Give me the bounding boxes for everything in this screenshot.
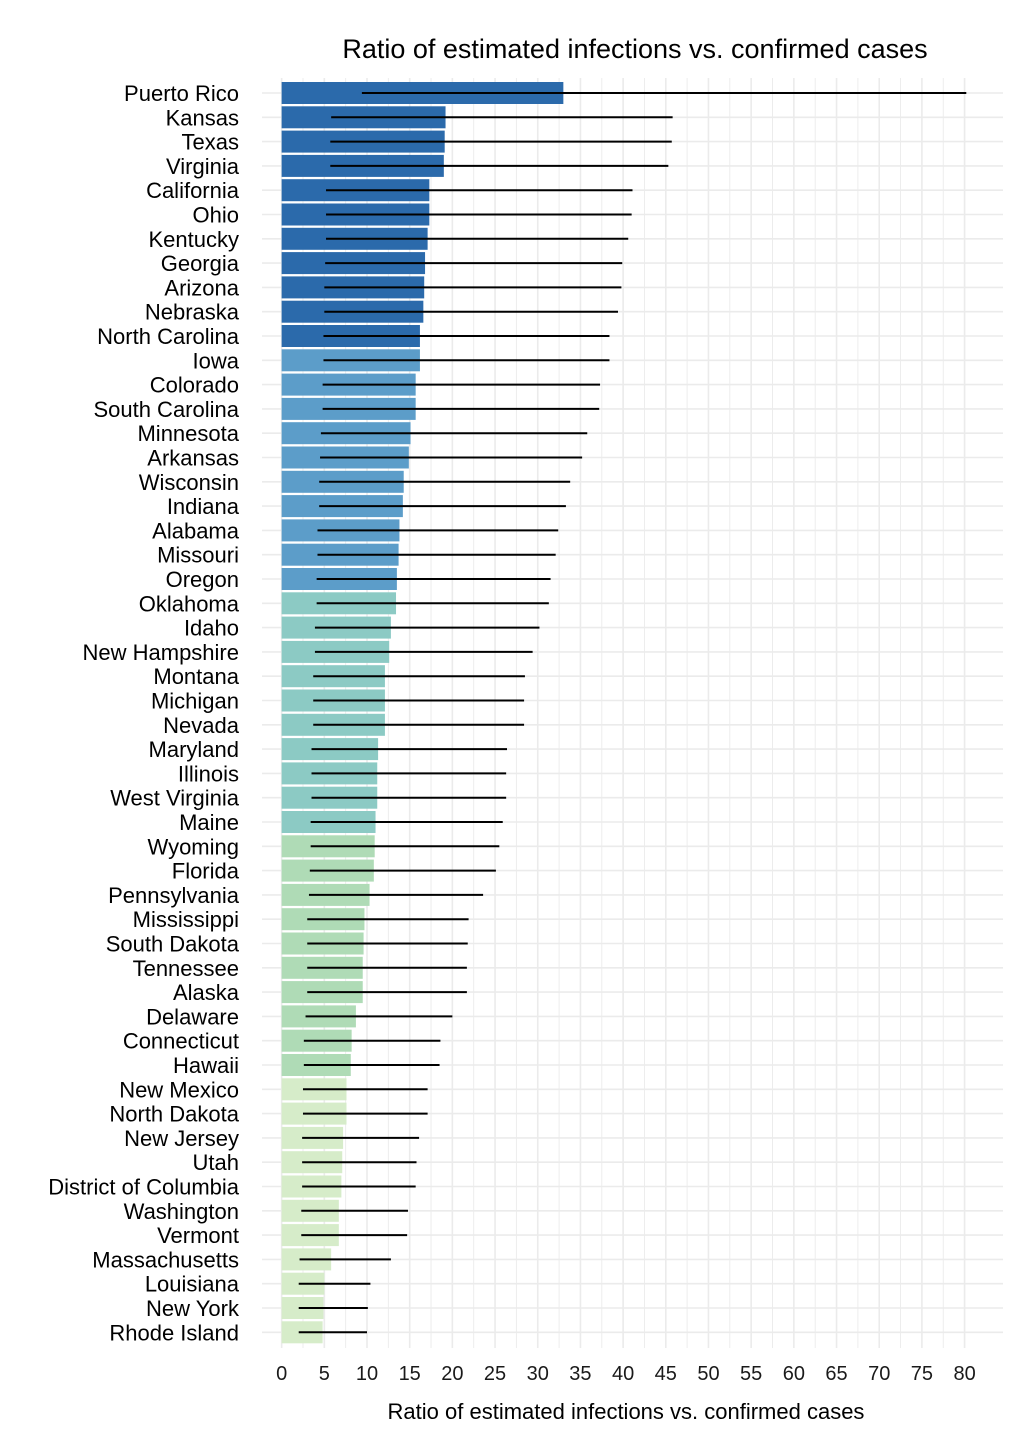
- y-tick-label: Minnesota: [137, 421, 239, 446]
- y-tick-label: Maryland: [149, 737, 239, 762]
- y-tick-label: Wyoming: [148, 834, 240, 859]
- y-tick-label: Nebraska: [145, 300, 240, 325]
- y-tick-label: Kentucky: [149, 227, 240, 252]
- y-tick-label: California: [146, 178, 240, 203]
- x-tick-label: 15: [399, 1363, 421, 1385]
- y-tick-label: Rhode Island: [109, 1320, 239, 1345]
- x-tick-label: 30: [527, 1363, 549, 1385]
- x-tick-label: 60: [783, 1363, 805, 1385]
- y-tick-label: Arkansas: [147, 446, 239, 471]
- y-tick-label: New Hampshire: [83, 640, 240, 665]
- y-tick-label: Ohio: [193, 203, 239, 228]
- x-tick-label: 75: [911, 1363, 933, 1385]
- y-tick-label: Tennessee: [133, 956, 239, 981]
- y-tick-label: Iowa: [193, 348, 240, 373]
- y-tick-label: Colorado: [150, 373, 239, 398]
- y-tick-label: District of Columbia: [48, 1175, 239, 1200]
- y-tick-label: Michigan: [151, 689, 239, 714]
- y-tick-label: Florida: [172, 859, 240, 884]
- error-bars-group: [298, 92, 967, 1334]
- y-tick-label: South Carolina: [93, 397, 239, 422]
- y-tick-label: Nevada: [163, 713, 240, 738]
- x-tick-label: 80: [953, 1363, 975, 1385]
- y-tick-label: Oregon: [166, 567, 239, 592]
- y-axis-labels: Puerto RicoKansasTexasVirginiaCalifornia…: [48, 81, 240, 1345]
- chart-title: Ratio of estimated infections vs. confir…: [342, 34, 927, 64]
- y-tick-label: Puerto Rico: [124, 81, 239, 106]
- x-tick-label: 70: [868, 1363, 890, 1385]
- y-tick-label: Arizona: [164, 275, 239, 300]
- x-tick-label: 0: [276, 1363, 287, 1385]
- x-tick-label: 25: [484, 1363, 506, 1385]
- x-tick-label: 55: [740, 1363, 762, 1385]
- y-tick-label: Connecticut: [123, 1029, 239, 1054]
- x-tick-label: 20: [441, 1363, 463, 1385]
- y-tick-label: Maine: [179, 810, 239, 835]
- y-tick-label: Wisconsin: [139, 470, 239, 495]
- y-tick-label: Vermont: [157, 1223, 239, 1248]
- y-tick-label: Virginia: [166, 154, 240, 179]
- y-tick-label: Mississippi: [133, 907, 239, 932]
- y-tick-label: Hawaii: [173, 1053, 239, 1078]
- x-tick-label: 50: [697, 1363, 719, 1385]
- y-tick-label: North Carolina: [97, 324, 240, 349]
- y-tick-label: Massachusetts: [92, 1247, 239, 1272]
- y-tick-label: Utah: [193, 1150, 239, 1175]
- x-axis-label: Ratio of estimated infections vs. confir…: [388, 1399, 865, 1424]
- x-axis-ticks: 0 5 10 15 20 25 30 35 40 45 50 55 60 65 70 75 80: [276, 1363, 976, 1385]
- y-tick-label: Oklahoma: [139, 591, 240, 616]
- y-tick-label: Montana: [153, 664, 239, 689]
- y-tick-label: New Jersey: [124, 1126, 239, 1151]
- y-tick-label: Delaware: [146, 1004, 239, 1029]
- x-tick-label: 35: [569, 1363, 591, 1385]
- x-tick-label: 45: [655, 1363, 677, 1385]
- y-tick-label: Missouri: [157, 543, 239, 568]
- y-tick-label: New Mexico: [119, 1077, 239, 1102]
- y-tick-label: Alabama: [152, 518, 240, 543]
- y-tick-label: Pennsylvania: [108, 883, 240, 908]
- y-tick-label: West Virginia: [110, 786, 240, 811]
- y-tick-label: New York: [146, 1296, 240, 1321]
- y-tick-label: South Dakota: [106, 932, 240, 957]
- x-tick-label: 40: [612, 1363, 634, 1385]
- y-tick-label: Georgia: [161, 251, 240, 276]
- x-tick-label: 65: [825, 1363, 847, 1385]
- y-tick-label: Indiana: [167, 494, 240, 519]
- x-tick-label: 10: [356, 1363, 378, 1385]
- y-tick-label: Kansas: [166, 105, 239, 130]
- x-tick-label: 5: [319, 1363, 330, 1385]
- y-tick-label: Louisiana: [145, 1272, 240, 1297]
- y-tick-label: Washington: [124, 1199, 239, 1224]
- y-tick-label: Alaska: [173, 980, 240, 1005]
- y-tick-label: Illinois: [178, 761, 239, 786]
- y-tick-label: North Dakota: [109, 1102, 239, 1127]
- y-tick-label: Texas: [182, 130, 239, 155]
- y-tick-label: Idaho: [184, 616, 239, 641]
